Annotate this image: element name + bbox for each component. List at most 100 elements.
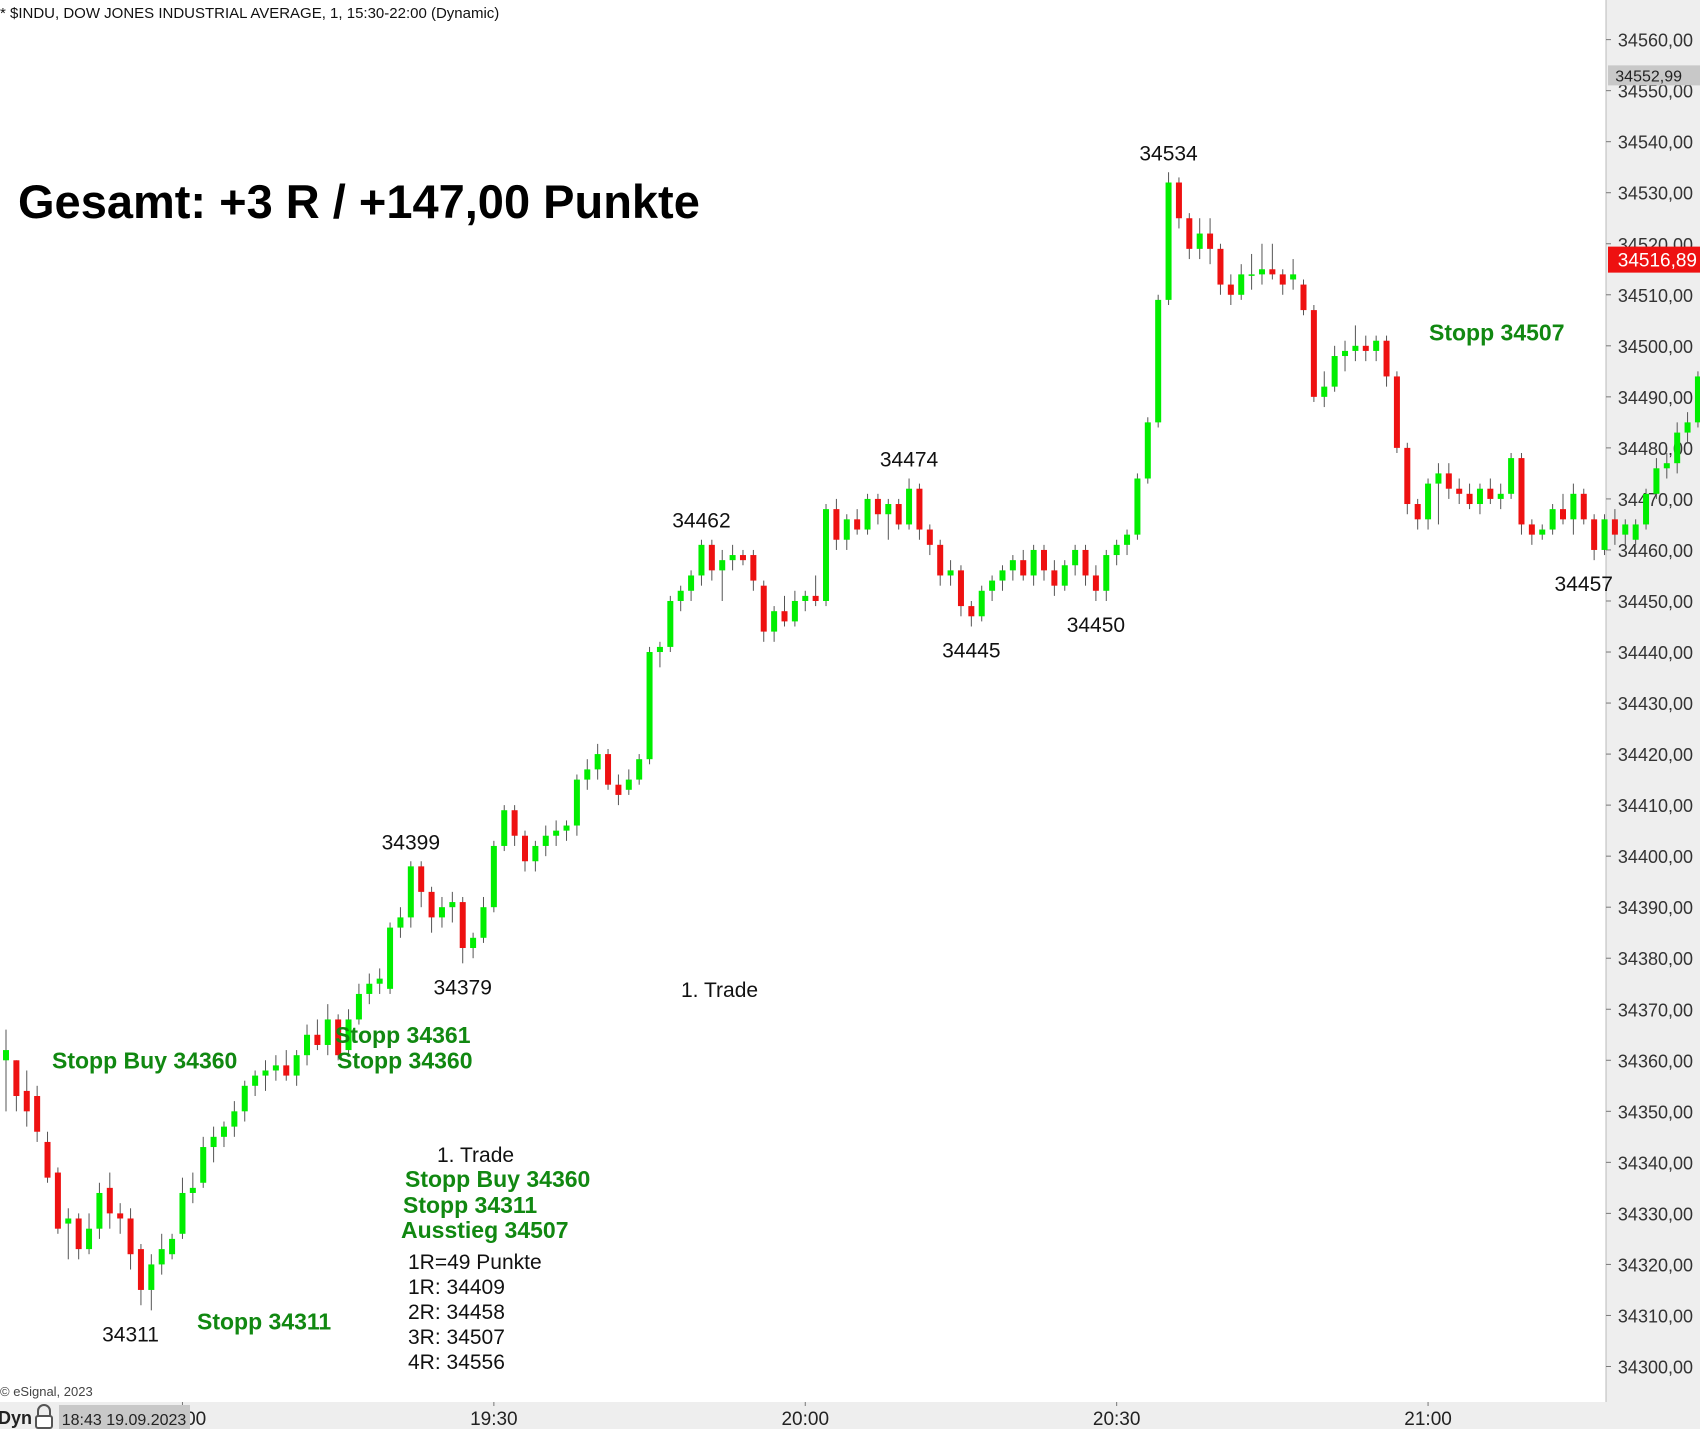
candle-up[interactable] xyxy=(438,896,445,928)
candle-up[interactable] xyxy=(200,1136,207,1188)
candle-up[interactable] xyxy=(490,840,497,913)
candle-up[interactable] xyxy=(241,1080,248,1122)
candle-up[interactable] xyxy=(1497,483,1504,510)
candle-up[interactable] xyxy=(542,825,549,857)
candle-up[interactable] xyxy=(1663,452,1670,479)
candle-up[interactable] xyxy=(1248,253,1255,290)
candle-up[interactable] xyxy=(376,968,383,994)
candle-up[interactable] xyxy=(625,769,632,795)
candle-down[interactable] xyxy=(854,509,861,535)
candle-down[interactable] xyxy=(1414,498,1421,530)
candle-down[interactable] xyxy=(137,1244,144,1306)
candle-up[interactable] xyxy=(584,759,591,790)
candle-down[interactable] xyxy=(1269,243,1276,280)
candle-down[interactable] xyxy=(957,565,964,617)
candle-down[interactable] xyxy=(1487,478,1494,505)
candle-up[interactable] xyxy=(65,1208,72,1260)
candle-up[interactable] xyxy=(729,544,736,571)
candle-up[interactable] xyxy=(791,590,798,627)
candle-up[interactable] xyxy=(1134,473,1141,540)
candle-up[interactable] xyxy=(698,539,705,586)
candle-down[interactable] xyxy=(916,483,923,540)
candle-up[interactable] xyxy=(96,1182,103,1239)
candle-up[interactable] xyxy=(1124,529,1131,556)
candle-down[interactable] xyxy=(1092,565,1099,601)
candle-down[interactable] xyxy=(937,539,944,586)
candle-up[interactable] xyxy=(594,743,601,780)
candle-up[interactable] xyxy=(978,585,985,622)
candle-up[interactable] xyxy=(802,590,809,612)
candle-down[interactable] xyxy=(117,1203,124,1234)
candle-up[interactable] xyxy=(1653,458,1660,499)
candle-up[interactable] xyxy=(1622,519,1629,545)
candle-up[interactable] xyxy=(843,514,850,550)
candle-up[interactable] xyxy=(1508,452,1515,499)
candle-down[interactable] xyxy=(428,886,435,933)
candle-up[interactable] xyxy=(1476,483,1483,515)
candle-down[interactable] xyxy=(1518,452,1525,535)
candle-up[interactable] xyxy=(1061,560,1068,591)
candle-up[interactable] xyxy=(999,565,1006,591)
candle-up[interactable] xyxy=(252,1070,259,1097)
candle-up[interactable] xyxy=(1342,340,1349,372)
candle-down[interactable] xyxy=(1383,335,1390,387)
candle-up[interactable] xyxy=(1549,504,1556,535)
candle-up[interactable] xyxy=(210,1126,217,1163)
candle-up[interactable] xyxy=(563,820,570,841)
candle-up[interactable] xyxy=(864,493,871,535)
candle-down[interactable] xyxy=(874,493,881,525)
candle-up[interactable] xyxy=(719,549,726,601)
candle-up[interactable] xyxy=(573,774,580,836)
lock-icon[interactable] xyxy=(35,1404,53,1429)
candle-up[interactable] xyxy=(158,1233,165,1275)
candle-down[interactable] xyxy=(54,1167,61,1234)
candle-up[interactable] xyxy=(179,1177,186,1239)
candle-up[interactable] xyxy=(470,932,477,959)
candle-down[interactable] xyxy=(1404,442,1411,515)
candle-down[interactable] xyxy=(335,1014,342,1061)
candle-up[interactable] xyxy=(1694,371,1700,428)
candle-up[interactable] xyxy=(86,1213,93,1255)
candle-up[interactable] xyxy=(148,1254,155,1311)
candle-up[interactable] xyxy=(1113,539,1120,566)
candle-down[interactable] xyxy=(1591,514,1598,561)
candle-up[interactable] xyxy=(771,606,778,642)
candle-down[interactable] xyxy=(708,539,715,581)
candle-down[interactable] xyxy=(127,1208,134,1270)
candle-down[interactable] xyxy=(605,748,612,790)
candle-up[interactable] xyxy=(1258,243,1265,285)
candle-up[interactable] xyxy=(688,570,695,601)
candle-down[interactable] xyxy=(314,1019,321,1051)
candle-up[interactable] xyxy=(1632,519,1639,545)
candle-down[interactable] xyxy=(418,861,425,908)
candle-up[interactable] xyxy=(1030,544,1037,586)
candle-down[interactable] xyxy=(1020,549,1027,581)
candle-up[interactable] xyxy=(1144,417,1151,484)
candle-up[interactable] xyxy=(553,820,560,846)
candle-up[interactable] xyxy=(1009,555,1016,581)
candle-down[interactable] xyxy=(1041,544,1047,581)
candle-down[interactable] xyxy=(739,549,746,566)
candle-up[interactable] xyxy=(449,891,456,923)
candle-up[interactable] xyxy=(324,1004,331,1056)
candle-up[interactable] xyxy=(1539,524,1546,540)
candle-up[interactable] xyxy=(345,1009,352,1056)
candle-up[interactable] xyxy=(1290,259,1297,290)
candle-up[interactable] xyxy=(1373,335,1380,362)
candle-down[interactable] xyxy=(968,600,975,627)
candle-down[interactable] xyxy=(1051,560,1058,596)
candle-down[interactable] xyxy=(615,774,622,806)
dyn-label[interactable]: Dyn xyxy=(0,1408,32,1428)
price-axis-panel[interactable] xyxy=(1606,0,1700,1402)
candle-up[interactable] xyxy=(3,1029,9,1112)
candle-down[interactable] xyxy=(34,1085,41,1142)
candle-up[interactable] xyxy=(1238,264,1245,300)
candle-up[interactable] xyxy=(1072,544,1079,576)
candle-up[interactable] xyxy=(677,585,684,612)
candle-up[interactable] xyxy=(1435,463,1442,525)
candle-up[interactable] xyxy=(1674,422,1681,474)
candle-down[interactable] xyxy=(522,830,528,872)
candle-down[interactable] xyxy=(1362,335,1369,362)
candle-down[interactable] xyxy=(1466,483,1473,510)
